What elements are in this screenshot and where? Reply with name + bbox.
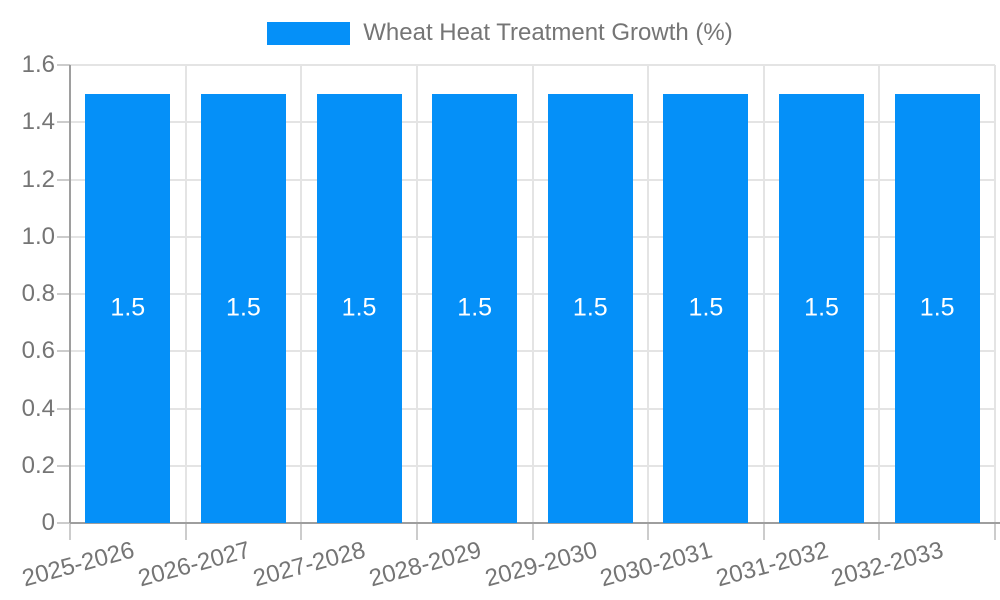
y-axis-tick-label: 1.2 (21, 165, 55, 193)
x-tick-mark (531, 523, 534, 540)
x-axis-tick-label: 2031-2032 (713, 536, 831, 593)
x-gridline (184, 65, 187, 523)
x-gridline (762, 65, 765, 523)
x-tick-mark (878, 523, 881, 540)
x-axis-tick-label: 2032-2033 (828, 536, 947, 593)
bar-2032-2033[interactable] (894, 93, 980, 523)
y-tick-mark (57, 407, 70, 410)
y-tick-mark (57, 464, 70, 467)
bar-2028-2029[interactable] (432, 93, 518, 523)
x-axis-tick-label: 2030-2031 (597, 536, 716, 593)
x-gridline (994, 65, 996, 523)
y-tick-mark (57, 235, 70, 238)
x-gridline (300, 65, 303, 523)
bar-2031-2032[interactable] (779, 93, 865, 523)
legend-label: Wheat Heat Treatment Growth (%) (363, 19, 733, 46)
bar-2029-2030[interactable] (547, 93, 633, 523)
x-axis-tick-label: 2028-2029 (366, 536, 485, 593)
y-tick-mark (57, 64, 70, 66)
x-axis-line (70, 522, 1000, 524)
y-tick-mark (57, 178, 70, 181)
x-gridline (647, 65, 650, 523)
x-tick-mark (762, 523, 765, 540)
y-axis-line (69, 65, 71, 523)
bar-value-label: 1.5 (688, 293, 724, 322)
y-axis-tick-label: 1.6 (21, 51, 55, 78)
bar-value-label: 1.5 (110, 293, 146, 322)
y-axis-tick-label: 0 (41, 509, 55, 536)
bar-value-label: 1.5 (572, 293, 608, 322)
x-axis-tick-label: 2027-2028 (250, 536, 369, 593)
y-tick-mark (57, 293, 70, 295)
x-tick-mark (300, 523, 303, 540)
x-tick-mark (184, 523, 187, 540)
y-tick-mark (57, 121, 70, 124)
x-gridline (415, 65, 418, 523)
y-axis-tick-label: 1.0 (21, 222, 55, 250)
bar-value-label: 1.5 (457, 293, 493, 322)
y-axis-tick-label: 1.4 (21, 108, 55, 136)
y-axis-tick-label: 0.4 (21, 394, 55, 422)
x-tick-mark (415, 523, 418, 540)
bar-value-label: 1.5 (226, 293, 261, 322)
y-tick-mark (57, 522, 70, 524)
x-tick-mark (994, 523, 996, 540)
bar-2025-2026[interactable] (85, 93, 171, 523)
x-axis-tick-label: 2025-2026 (19, 536, 138, 593)
legend-swatch-icon (267, 21, 351, 45)
y-axis-tick-label: 0.2 (21, 451, 55, 479)
bar-value-label: 1.5 (341, 293, 377, 322)
legend[interactable]: Wheat Heat Treatment Growth (%) (0, 19, 1000, 47)
x-gridline (878, 65, 881, 523)
y-axis-tick-label: 0.8 (21, 280, 55, 307)
x-tick-mark (69, 523, 71, 540)
bar-2026-2027[interactable] (200, 93, 286, 523)
x-axis-tick-label: 2029-2030 (481, 536, 600, 593)
bar-2027-2028[interactable] (316, 93, 402, 523)
bar-value-label: 1.5 (804, 293, 839, 322)
y-tick-mark (57, 350, 70, 353)
bar-value-label: 1.5 (919, 293, 955, 322)
x-axis-tick-label: 2026-2027 (134, 536, 253, 593)
x-gridline (531, 65, 534, 523)
x-tick-mark (647, 523, 650, 540)
y-axis-tick-label: 0.6 (21, 337, 55, 365)
bar-2030-2031[interactable] (663, 93, 749, 523)
